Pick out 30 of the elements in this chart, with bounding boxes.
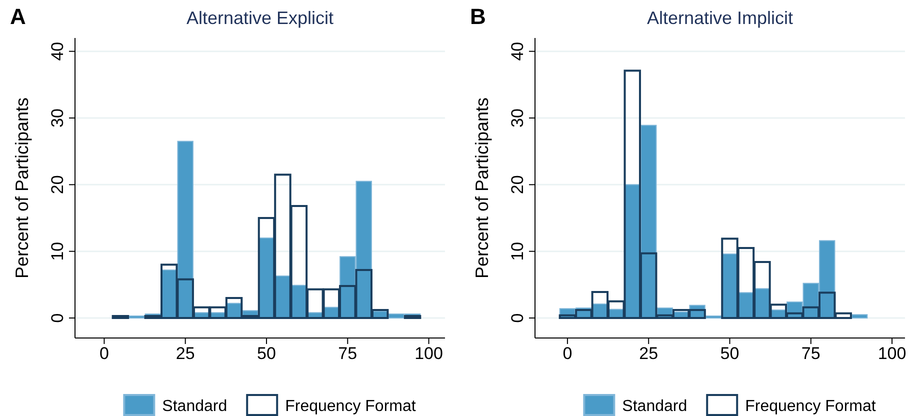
y-tick-label: 20 [48,175,67,194]
text: A [10,4,26,29]
x-tick-label: 75 [338,344,358,364]
x-tick-label: 75 [801,344,820,364]
x-tick-label: 50 [720,344,740,364]
x-tick-label: 0 [562,344,572,364]
y-tick-label: 30 [508,108,527,128]
legend-label: Standard [622,398,688,415]
x-tick-label: 100 [414,344,443,364]
y-tick-label: 30 [48,108,67,128]
y-tick-label: 20 [508,175,527,194]
y-tick-label: 0 [508,313,527,323]
y-tick-label: 10 [48,242,67,261]
chart-title: Alternative Implicit [646,8,794,28]
legend-label: Frequency Format [285,398,416,415]
legend-label: Standard [162,398,228,415]
y-tick-label: 10 [508,242,527,261]
x-tick-label: 50 [257,344,276,364]
y-tick-label: 40 [508,42,527,61]
chart-title: Alternative Explicit [186,8,334,28]
y-tick-label: 0 [48,313,67,323]
x-tick-label: 25 [639,344,658,364]
x-tick-label: 25 [176,344,195,364]
x-tick-label: 0 [99,344,109,364]
text: B [470,4,486,29]
y-tick-label: 40 [48,42,67,61]
y-axis-title: Percent of Participants [472,97,492,279]
x-tick-label: 100 [878,344,906,364]
legend-label: Frequency Format [745,398,876,415]
y-axis-title: Percent of Participants [12,97,32,279]
